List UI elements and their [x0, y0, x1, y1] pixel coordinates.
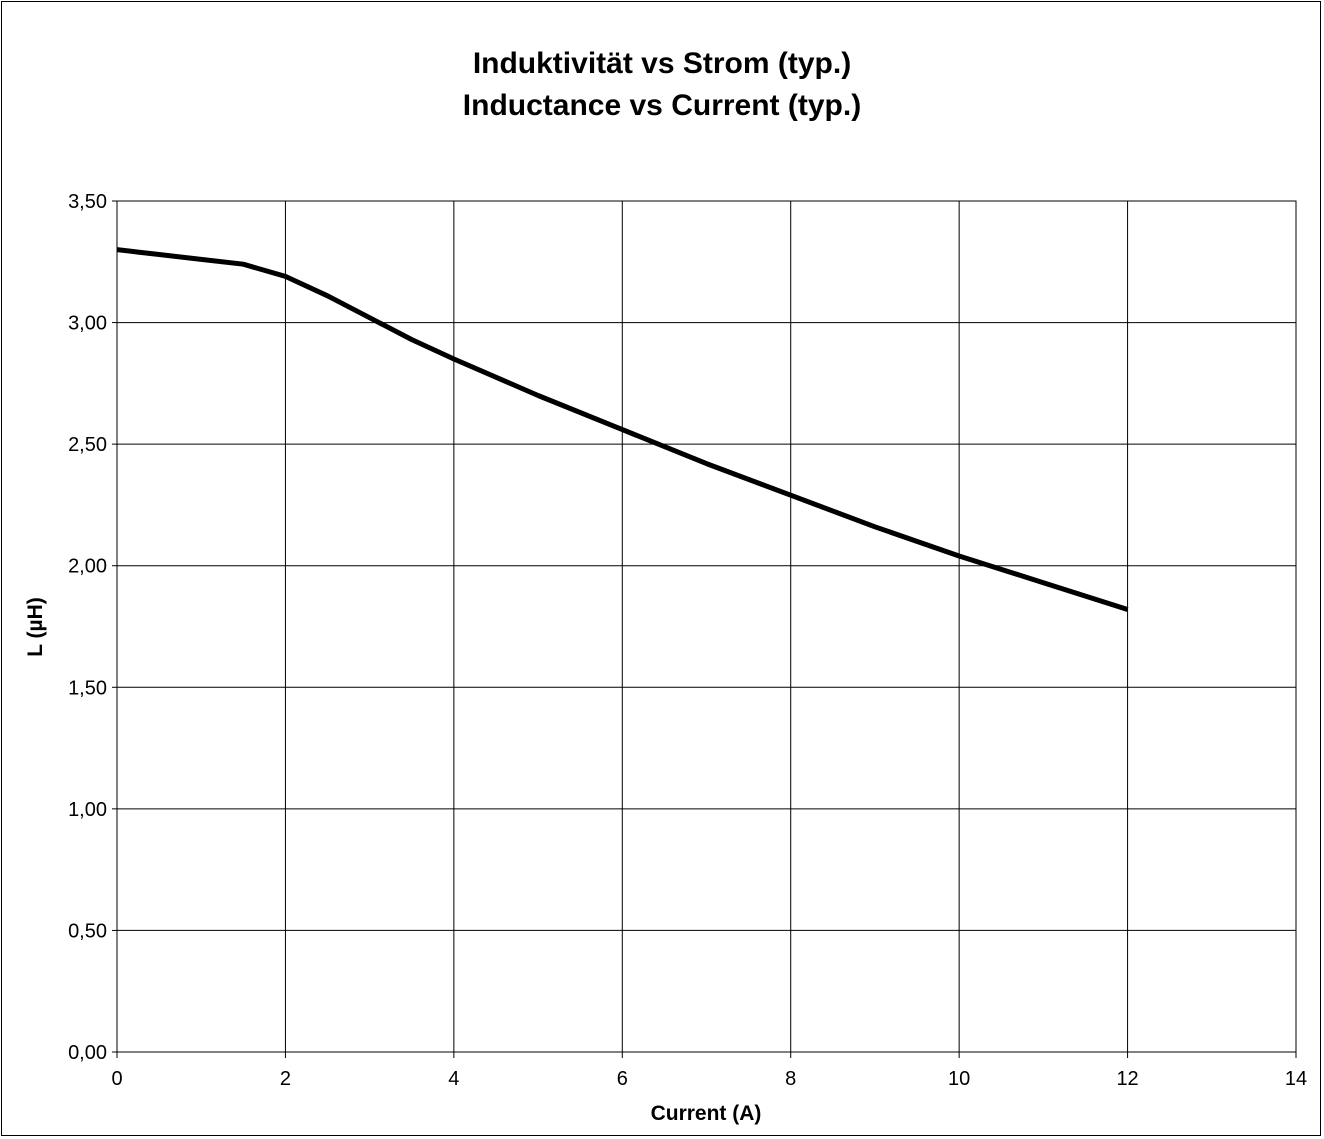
y-tick-label: 3,00: [68, 313, 107, 335]
x-tick-label: 6: [617, 1068, 628, 1090]
x-tick-label: 0: [111, 1068, 122, 1090]
y-tick-label: 3,50: [68, 191, 107, 213]
y-tick-label: 0,00: [68, 1042, 107, 1064]
x-tick-label: 12: [1116, 1068, 1138, 1090]
plot-area-border: [116, 200, 1297, 1053]
y-axis-title: L (µH): [24, 597, 47, 657]
x-tick-label: 4: [448, 1068, 459, 1090]
chart-subtitle: Inductance vs Current (typ.): [462, 89, 862, 122]
y-tick-label: 1,00: [68, 799, 107, 821]
series-line: [116, 247, 1129, 612]
x-tick-label: 2: [280, 1068, 291, 1090]
series-group: [116, 247, 1129, 612]
gridlines: [116, 200, 1297, 1053]
x-axis-ticks: 0 2 4 6 8 10 12 14: [111, 1052, 1307, 1090]
chart-title: Induktivität vs Strom (typ.): [472, 47, 852, 80]
y-tick-label: 0,50: [68, 920, 107, 942]
x-tick-label: 8: [785, 1068, 796, 1090]
y-tick-label: 2,00: [68, 556, 107, 578]
y-axis-ticks: 0,00 0,50 1,00 1,50 2,00 2,50 3,00 3,50: [68, 191, 117, 1064]
x-tick-label: 10: [948, 1068, 970, 1090]
y-tick-label: 2,50: [68, 434, 107, 456]
y-tick-label: 1,50: [68, 677, 107, 699]
x-tick-label: 14: [1285, 1068, 1307, 1090]
x-axis-title: Current (A): [651, 1102, 762, 1125]
